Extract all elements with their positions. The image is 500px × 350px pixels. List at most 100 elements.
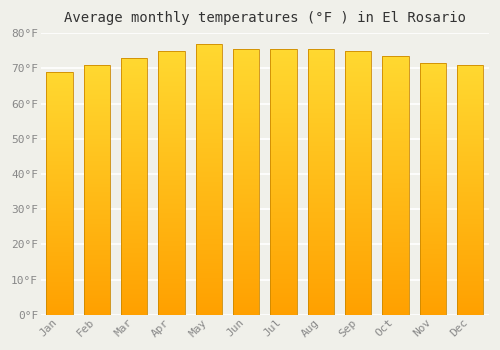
Bar — [84, 279, 110, 280]
Bar — [84, 181, 110, 182]
Bar — [345, 217, 372, 218]
Bar — [382, 175, 408, 176]
Bar — [84, 86, 110, 88]
Bar — [233, 193, 260, 194]
Bar — [121, 152, 148, 153]
Bar — [457, 196, 483, 197]
Bar — [196, 105, 222, 106]
Bar — [121, 231, 148, 232]
Bar — [158, 150, 184, 151]
Bar — [308, 210, 334, 211]
Bar — [46, 307, 72, 309]
Bar — [345, 224, 372, 225]
Bar — [46, 247, 72, 248]
Bar — [308, 283, 334, 284]
Bar — [121, 132, 148, 134]
Bar — [270, 74, 296, 76]
Bar — [121, 228, 148, 229]
Bar — [196, 286, 222, 288]
Bar — [420, 308, 446, 310]
Bar — [196, 87, 222, 89]
Bar — [233, 101, 260, 102]
Bar — [308, 308, 334, 309]
Bar — [121, 175, 148, 176]
Bar — [158, 85, 184, 86]
Bar — [233, 117, 260, 118]
Bar — [345, 163, 372, 164]
Bar — [196, 292, 222, 293]
Bar — [420, 253, 446, 254]
Bar — [158, 241, 184, 242]
Bar — [46, 184, 72, 185]
Bar — [158, 266, 184, 267]
Bar — [233, 232, 260, 234]
Bar — [308, 92, 334, 93]
Bar — [84, 282, 110, 284]
Bar — [270, 182, 296, 183]
Bar — [84, 281, 110, 282]
Bar — [308, 66, 334, 68]
Bar — [158, 130, 184, 131]
Bar — [158, 98, 184, 100]
Bar — [457, 230, 483, 231]
Bar — [270, 272, 296, 274]
Bar — [345, 159, 372, 160]
Bar — [121, 82, 148, 84]
Bar — [420, 149, 446, 150]
Bar — [84, 196, 110, 197]
Bar — [457, 312, 483, 314]
Bar — [270, 241, 296, 243]
Bar — [420, 256, 446, 257]
Bar — [121, 139, 148, 140]
Bar — [345, 97, 372, 98]
Bar — [121, 63, 148, 64]
Bar — [457, 259, 483, 260]
Bar — [158, 129, 184, 130]
Bar — [46, 209, 72, 210]
Bar — [382, 197, 408, 198]
Bar — [46, 127, 72, 128]
Bar — [158, 275, 184, 276]
Bar — [457, 136, 483, 137]
Bar — [420, 206, 446, 208]
Bar — [121, 94, 148, 95]
Bar — [84, 70, 110, 71]
Bar — [46, 118, 72, 119]
Bar — [121, 67, 148, 68]
Bar — [457, 268, 483, 270]
Bar — [345, 125, 372, 126]
Bar — [270, 112, 296, 113]
Bar — [121, 245, 148, 247]
Bar — [420, 83, 446, 84]
Bar — [420, 69, 446, 71]
Bar — [46, 96, 72, 97]
Bar — [121, 162, 148, 163]
Bar — [158, 104, 184, 105]
Bar — [420, 252, 446, 253]
Bar — [270, 96, 296, 97]
Bar — [196, 267, 222, 269]
Bar — [345, 268, 372, 270]
Bar — [121, 188, 148, 189]
Bar — [420, 194, 446, 195]
Bar — [121, 140, 148, 141]
Bar — [46, 204, 72, 205]
Bar — [270, 162, 296, 163]
Bar — [121, 109, 148, 111]
Bar — [84, 244, 110, 245]
Bar — [233, 199, 260, 201]
Bar — [84, 124, 110, 125]
Bar — [382, 286, 408, 288]
Bar — [233, 72, 260, 73]
Bar — [158, 280, 184, 282]
Bar — [420, 239, 446, 240]
Bar — [308, 170, 334, 171]
Bar — [46, 162, 72, 163]
Bar — [270, 186, 296, 187]
Bar — [158, 117, 184, 118]
Bar — [84, 176, 110, 177]
Bar — [233, 201, 260, 202]
Bar — [457, 65, 483, 66]
Bar — [233, 194, 260, 195]
Bar — [308, 52, 334, 53]
